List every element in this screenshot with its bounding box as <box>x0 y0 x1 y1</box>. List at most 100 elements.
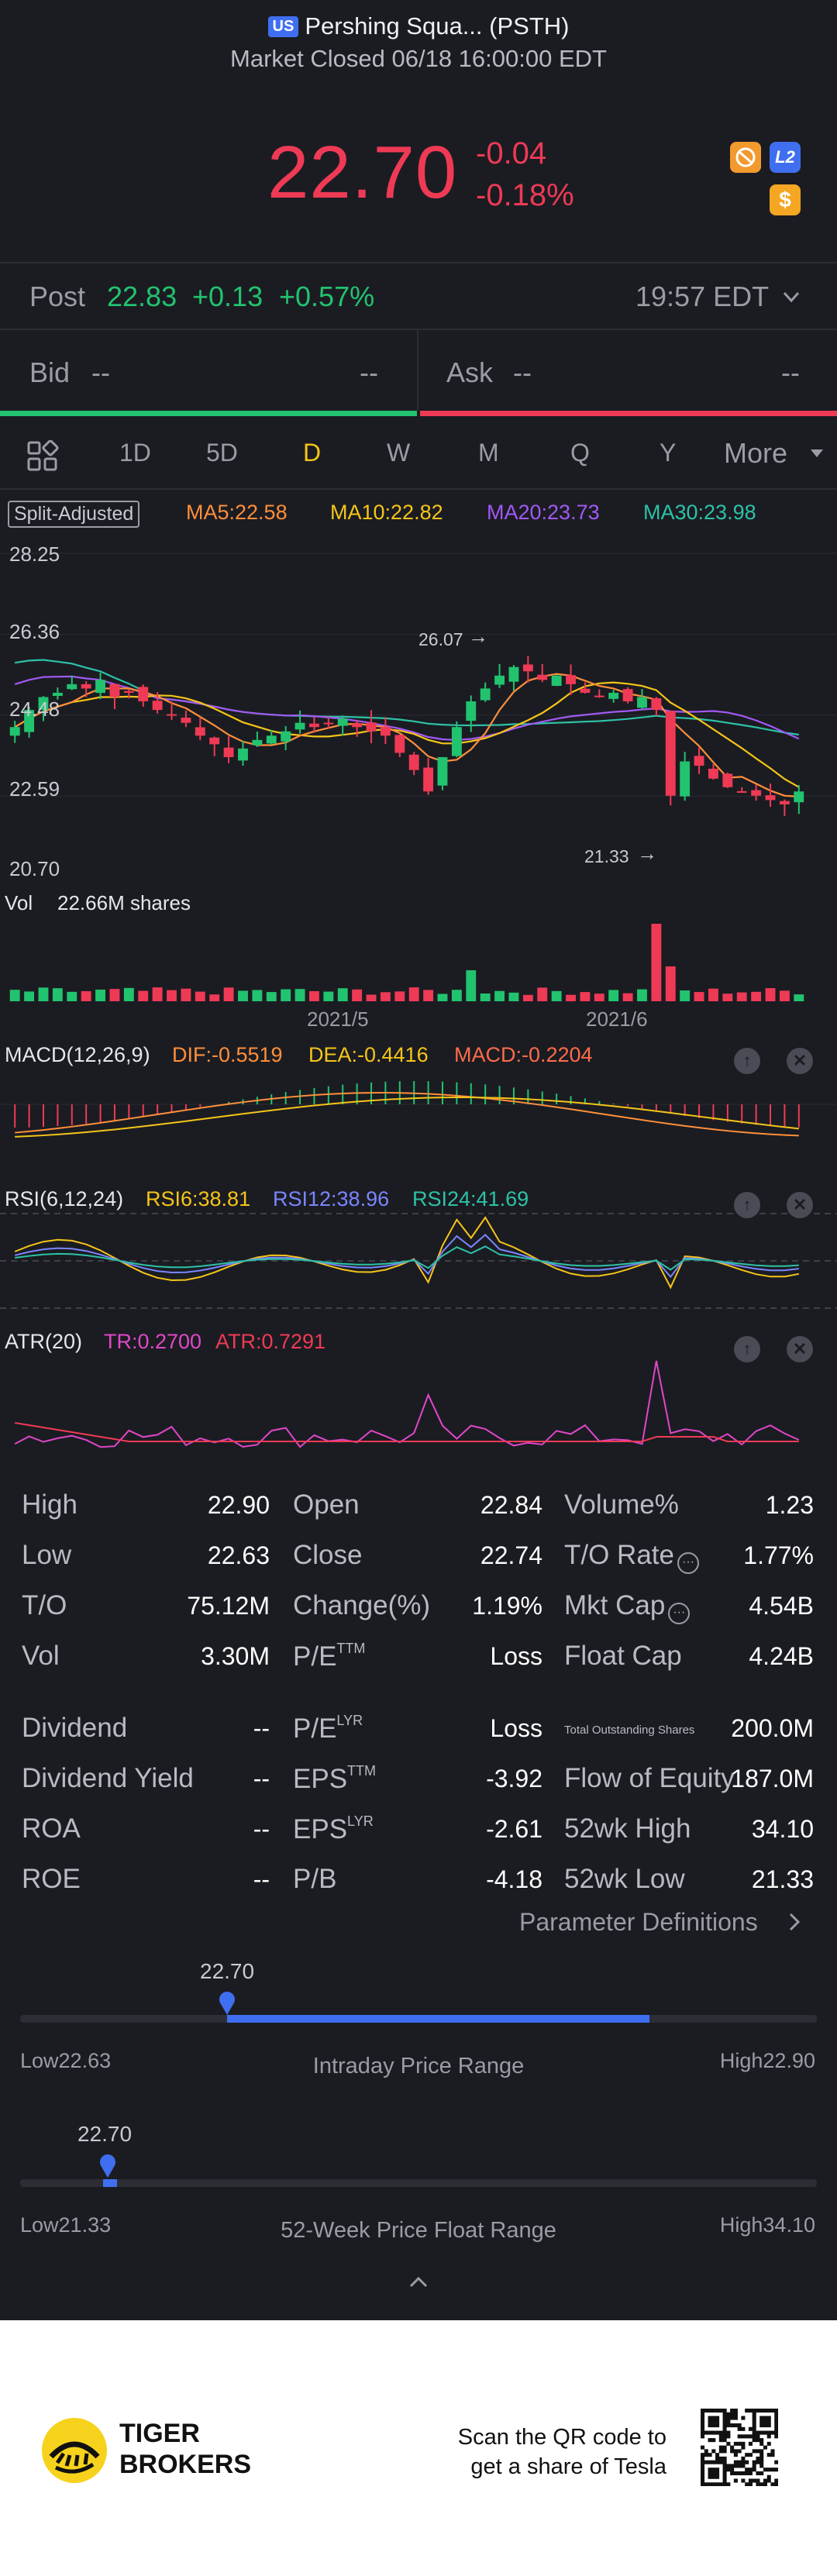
volume-bar <box>722 994 733 1001</box>
qr-module <box>701 2419 705 2424</box>
qr-module <box>701 2430 705 2435</box>
high-annotation: 26.07 <box>418 629 463 649</box>
split-adjusted-toggle[interactable]: Split-Adjusted <box>8 501 140 528</box>
qr-module <box>722 2471 727 2476</box>
tab-5d[interactable]: 5D <box>206 439 238 467</box>
qr-module <box>704 2453 708 2457</box>
qr-module <box>756 2478 760 2483</box>
stat-label: Volume% <box>564 1489 679 1520</box>
vol-value: 22.66M shares <box>57 891 191 914</box>
qr-module <box>774 2468 778 2472</box>
info-icon[interactable]: ··· <box>677 1552 699 1574</box>
close-icon[interactable]: ✕ <box>787 1048 813 1074</box>
qr-module <box>715 2456 720 2461</box>
macd-dif: DIF:-0.5519 <box>172 1043 283 1066</box>
stat-label: T/O <box>22 1590 67 1620</box>
qr-module <box>737 2434 742 2439</box>
tab-m[interactable]: M <box>478 439 499 467</box>
candle-body <box>551 675 562 687</box>
tab-1d[interactable]: 1D <box>119 439 151 467</box>
volume-bar <box>181 988 191 1001</box>
parameter-definitions-link[interactable]: Parameter Definitions <box>519 1908 758 1936</box>
rsi-chart[interactable] <box>0 1211 837 1311</box>
qr-module <box>718 2449 723 2454</box>
candle-body <box>81 684 91 689</box>
qr-module <box>708 2416 712 2420</box>
no-ads-icon[interactable] <box>730 142 761 173</box>
qr-module <box>741 2416 746 2420</box>
qr-module <box>766 2474 771 2479</box>
qr-module <box>737 2423 742 2428</box>
layout-grid-icon[interactable] <box>26 439 59 477</box>
qr-module <box>722 2456 727 2461</box>
qr-module <box>752 2464 756 2468</box>
candle-body <box>608 692 619 699</box>
qr-module <box>752 2434 756 2439</box>
atr-chart[interactable] <box>0 1355 837 1468</box>
qr-module <box>770 2430 775 2435</box>
candle-body <box>95 680 105 694</box>
volume-bar <box>637 989 647 1001</box>
qr-module <box>733 2412 738 2416</box>
stat-value: -- <box>253 1765 270 1793</box>
candle-body <box>67 684 78 690</box>
qr-module <box>752 2478 756 2483</box>
tab-w[interactable]: W <box>387 439 411 467</box>
qr-module <box>701 2434 705 2439</box>
week52-high: High34.10 <box>719 2213 815 2237</box>
tab-more[interactable]: More <box>724 437 788 469</box>
stat-label-sup: TTM <box>336 1641 366 1656</box>
intraday-range-fill <box>227 2015 650 2023</box>
stat-value: -- <box>253 1865 270 1893</box>
qr-module <box>722 2430 727 2435</box>
stat-label: ROE <box>22 1864 81 1894</box>
close-icon[interactable]: ✕ <box>787 1192 813 1218</box>
chevron-down-icon[interactable] <box>778 284 804 314</box>
candlestick-chart[interactable] <box>0 535 837 891</box>
qr-module <box>770 2453 775 2457</box>
qr-module <box>760 2438 764 2443</box>
stat-value: -- <box>253 1714 270 1742</box>
pin-top-icon[interactable]: ↑ <box>734 1336 760 1362</box>
arrow-right-icon: → <box>637 842 657 865</box>
volume-bar <box>9 990 20 1001</box>
qr-module <box>704 2460 708 2464</box>
candle-body <box>580 688 591 693</box>
qr-module <box>701 2474 705 2479</box>
dollar-icon[interactable]: $ <box>770 184 801 215</box>
tab-y[interactable]: Y <box>660 439 677 467</box>
volume-chart[interactable] <box>0 914 837 1004</box>
stat-label: 52wk High <box>564 1813 691 1844</box>
pin-top-icon[interactable]: ↑ <box>734 1048 760 1074</box>
candle-body <box>722 773 733 787</box>
qr-module <box>763 2468 768 2472</box>
week52-low: Low21.33 <box>20 2213 112 2237</box>
qr-module <box>766 2419 771 2424</box>
qr-code[interactable] <box>701 2409 778 2486</box>
y-tick: 28.25 <box>9 542 60 566</box>
volume-bar <box>209 994 220 1001</box>
volume-bar <box>408 987 419 1001</box>
chevron-up-icon[interactable] <box>406 2272 431 2295</box>
chevron-right-icon[interactable] <box>786 1910 804 1938</box>
bid-bar <box>0 411 417 416</box>
stat-label: Change(%) <box>293 1590 431 1620</box>
candle-body <box>223 747 234 757</box>
macd-chart[interactable] <box>0 1069 837 1139</box>
tab-d[interactable]: D <box>303 439 322 467</box>
level2-icon[interactable]: L2 <box>770 142 801 173</box>
info-icon[interactable]: ··· <box>668 1603 691 1624</box>
qr-module <box>718 2434 723 2439</box>
qr-module <box>708 2409 712 2413</box>
close-icon[interactable]: ✕ <box>787 1336 813 1362</box>
stat-label: Vol <box>22 1641 60 1671</box>
brand-line1: TIGER <box>119 2419 200 2448</box>
volume-bar <box>380 992 391 1001</box>
qr-module <box>733 2409 738 2413</box>
tab-q[interactable]: Q <box>570 439 590 467</box>
macd-dea: DEA:-0.4416 <box>308 1043 429 1066</box>
candle-body <box>451 727 462 756</box>
stat-value: 22.63 <box>207 1541 270 1569</box>
stat-value: 4.54B <box>749 1592 814 1620</box>
caret-down-icon[interactable] <box>809 448 825 463</box>
